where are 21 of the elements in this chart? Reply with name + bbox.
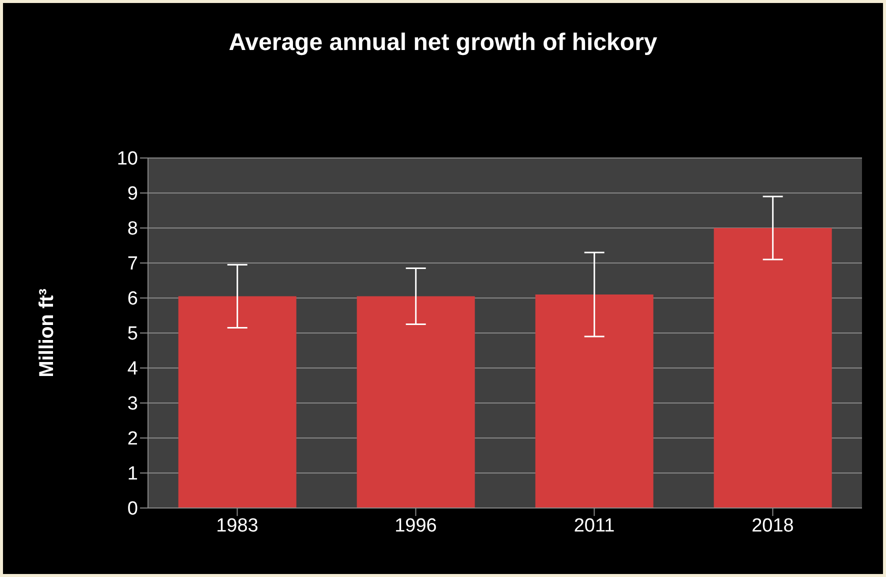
y-tick-label: 5 xyxy=(127,324,138,345)
y-axis-title: Million ft³ xyxy=(36,288,58,378)
bar xyxy=(535,294,654,508)
bar xyxy=(356,296,475,508)
y-tick-label: 8 xyxy=(127,218,138,240)
x-tick-label: 2018 xyxy=(752,515,794,536)
x-tick-label: 1996 xyxy=(394,515,437,536)
y-tick-label: 0 xyxy=(127,498,138,520)
bar xyxy=(714,228,832,508)
bar xyxy=(178,296,296,508)
y-tick-label: 4 xyxy=(127,358,138,380)
x-tick-label: 1983 xyxy=(216,515,258,536)
y-tick-label: 9 xyxy=(127,184,138,205)
x-tick-label: 2011 xyxy=(574,515,615,536)
y-tick-label: 3 xyxy=(127,394,138,415)
y-tick-label: 2 xyxy=(127,428,138,450)
chart-title: Average annual net growth of hickory xyxy=(228,29,658,57)
y-tick-label: 1 xyxy=(127,464,138,485)
y-tick-label: 7 xyxy=(127,254,138,275)
y-tick-label: 10 xyxy=(116,148,138,170)
y-tick-label: 6 xyxy=(127,288,138,310)
